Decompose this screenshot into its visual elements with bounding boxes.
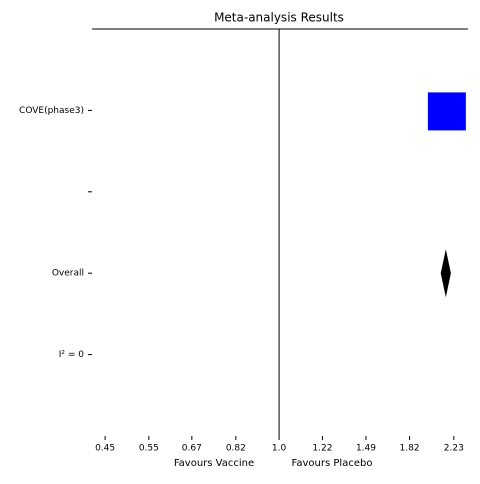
x-label-left: Favours Vaccine xyxy=(174,458,254,469)
x-tick-label: 1.0 xyxy=(272,444,287,454)
x-tick-label: 0.45 xyxy=(95,444,115,454)
x-tick-label: 1.82 xyxy=(400,444,420,454)
chart-title: Meta-analysis Results xyxy=(214,11,344,25)
x-tick-label: 0.82 xyxy=(226,444,246,454)
study-square xyxy=(427,92,466,131)
y-tick-label: Overall xyxy=(52,269,84,279)
x-tick-label: 1.49 xyxy=(356,444,376,454)
x-tick-label: 1.22 xyxy=(312,444,332,454)
x-tick-label: 2.23 xyxy=(444,444,464,454)
x-tick-label: 0.55 xyxy=(139,444,159,454)
x-label-right: Favours Placebo xyxy=(292,458,373,469)
y-tick-label: I² = 0 xyxy=(59,350,85,360)
y-tick-label: COVE(phase3) xyxy=(19,106,84,116)
summary-diamond xyxy=(440,249,451,298)
x-tick-label: 0.67 xyxy=(182,444,202,454)
